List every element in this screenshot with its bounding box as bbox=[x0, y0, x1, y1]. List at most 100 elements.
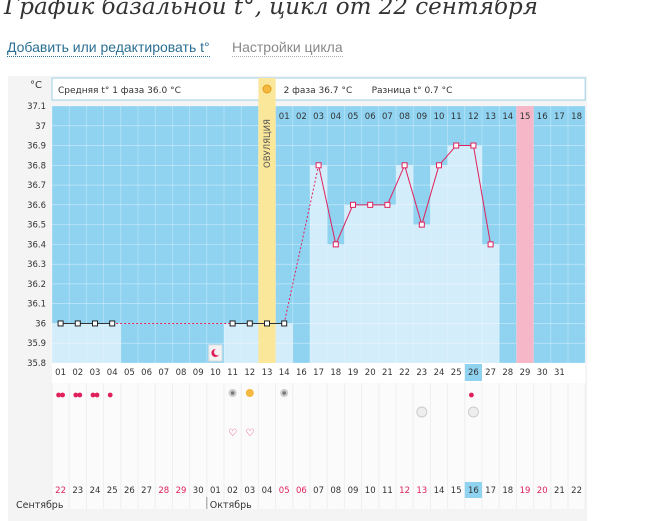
date-label: 03 bbox=[90, 368, 101, 378]
temperature-point bbox=[315, 162, 322, 169]
month-label: Октябрь bbox=[210, 500, 252, 511]
temperature-point bbox=[470, 142, 477, 149]
date-label: 14 bbox=[279, 368, 290, 378]
calendar-date: 08 bbox=[330, 486, 341, 496]
date-label: 07 bbox=[158, 368, 169, 378]
y-tick-label: 36.5 bbox=[27, 221, 46, 231]
temperature-point bbox=[384, 201, 391, 208]
drop-icon bbox=[90, 392, 96, 398]
y-axis-unit: °C bbox=[30, 80, 42, 91]
calendar-date: 03 bbox=[244, 486, 255, 496]
cycle-day-label: 10 bbox=[434, 112, 445, 122]
y-tick-label: 36.2 bbox=[27, 280, 46, 290]
header-bar bbox=[51, 77, 586, 101]
calendar-date: 24 bbox=[90, 486, 101, 496]
cycle-day-label: 11 bbox=[451, 112, 462, 122]
date-label: 25 bbox=[451, 368, 462, 378]
cycle-day-label: 05 bbox=[348, 112, 359, 122]
temperature-line bbox=[472, 145, 492, 245]
ovulation-column bbox=[258, 78, 276, 363]
calendar-date: 09 bbox=[348, 486, 359, 496]
temperature-point bbox=[92, 320, 98, 327]
date-label: 22 bbox=[399, 368, 410, 378]
drop-icon bbox=[469, 392, 474, 398]
date-row-bg bbox=[52, 363, 586, 383]
temperature-point bbox=[350, 201, 356, 208]
calendar-date: 28 bbox=[158, 486, 169, 496]
temperature-point bbox=[281, 320, 288, 327]
calendar-date: 16 bbox=[468, 486, 479, 496]
bubble-icon bbox=[467, 406, 479, 418]
date-label: 19 bbox=[348, 368, 359, 378]
drop-icon bbox=[56, 392, 61, 398]
y-tick-label: 36.6 bbox=[27, 201, 46, 211]
temperature-point bbox=[487, 241, 494, 248]
calendar-date: 21 bbox=[554, 486, 565, 496]
temperature-point bbox=[109, 320, 116, 327]
temperature-line bbox=[438, 145, 457, 166]
date-label: 24 bbox=[434, 368, 445, 378]
heart-icon: ♡ bbox=[245, 428, 254, 439]
cycle-day-label: 17 bbox=[554, 112, 565, 122]
temperature-point bbox=[436, 162, 442, 169]
calendar-date: 07 bbox=[313, 486, 324, 496]
date-label: 04 bbox=[107, 368, 118, 378]
edit-temperature-link[interactable]: Добавить или редактировать t° bbox=[7, 39, 210, 57]
temperature-point bbox=[401, 162, 408, 169]
temperature-point bbox=[453, 142, 460, 149]
cycle-day-label: 04 bbox=[330, 112, 341, 122]
date-label: 23 bbox=[416, 368, 427, 378]
cycle-day-label: 01 bbox=[279, 112, 290, 122]
page-title: График базальной t°, цикл от 22 сентября bbox=[4, 0, 538, 20]
day-column bbox=[413, 224, 431, 363]
calendar-date: 10 bbox=[365, 486, 376, 496]
sun-icon bbox=[245, 389, 254, 397]
y-tick-label: 35.9 bbox=[27, 339, 46, 349]
today-marker bbox=[464, 364, 482, 381]
date-label: 11 bbox=[227, 368, 238, 378]
temperature-line bbox=[421, 165, 440, 225]
cycle-day-label: 16 bbox=[537, 112, 548, 122]
temperature-point bbox=[74, 320, 81, 327]
calendar-date: 11 bbox=[382, 486, 393, 496]
day-column bbox=[464, 145, 482, 363]
cycle-settings-link[interactable]: Настройки цикла bbox=[232, 39, 343, 57]
date-label: 13 bbox=[262, 368, 273, 378]
drop-icon bbox=[107, 392, 113, 398]
eye-icon-pupil bbox=[282, 391, 287, 395]
y-tick-label: 36.8 bbox=[27, 161, 46, 171]
calendar-date: 06 bbox=[296, 486, 307, 496]
date-label: 29 bbox=[520, 368, 531, 378]
calendar-date: 15 bbox=[451, 486, 462, 496]
period-column bbox=[516, 106, 534, 363]
temperature-line bbox=[386, 165, 406, 206]
date-label: 27 bbox=[485, 368, 496, 378]
bubble-icon bbox=[416, 406, 428, 418]
date-label: 31 bbox=[554, 368, 565, 378]
calendar-date: 26 bbox=[124, 486, 135, 496]
calendar-date: 14 bbox=[434, 486, 445, 496]
cycle-day-label: 08 bbox=[399, 112, 410, 122]
drop-icon bbox=[60, 392, 65, 398]
date-label: 20 bbox=[365, 368, 376, 378]
date-label: 05 bbox=[124, 368, 135, 378]
temperature-point bbox=[229, 320, 236, 327]
cycle-day-label: 09 bbox=[416, 112, 427, 122]
bbt-chart: Средняя t° 1 фаза 36.0 °C 2 фаза 36.7 °C Р… bbox=[8, 76, 588, 521]
calendar-date: 17 bbox=[485, 486, 496, 496]
today-bottom-marker bbox=[464, 482, 482, 498]
cycle-day-label: 15 bbox=[520, 112, 531, 122]
date-label: 21 bbox=[382, 368, 393, 378]
y-tick-label: 37.1 bbox=[27, 102, 46, 112]
ovulation-label: ОВУЛЯЦИЯ bbox=[263, 119, 273, 168]
calendar-date: 12 bbox=[399, 486, 410, 496]
y-tick-label: 36.1 bbox=[27, 300, 46, 310]
date-label: 12 bbox=[244, 368, 255, 378]
date-label: 10 bbox=[210, 368, 221, 378]
calendar-date: 05 bbox=[279, 486, 290, 496]
calendar-date: 23 bbox=[72, 486, 83, 496]
calendar-date: 02 bbox=[227, 486, 238, 496]
y-tick-label: 36.4 bbox=[27, 240, 46, 250]
heart-icon: ♡ bbox=[228, 428, 237, 439]
symptom-area bbox=[52, 383, 586, 509]
